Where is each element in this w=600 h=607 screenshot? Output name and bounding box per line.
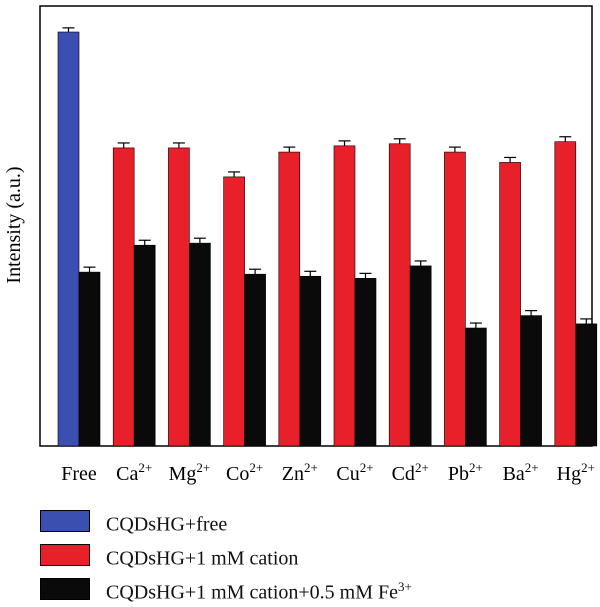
bar-cd-s1 bbox=[388, 143, 411, 447]
bar-cu-s1 bbox=[333, 145, 356, 447]
bar-mg-s1 bbox=[168, 147, 190, 447]
x-tick-label: Co2+ bbox=[226, 460, 263, 485]
bar-free-s2 bbox=[78, 271, 101, 447]
bar-ca-s2 bbox=[133, 244, 156, 447]
x-tick-labels: Free Ca2+ Mg2+ Co2+ Zn2+ Cu2+ Cd2+ Pb2+ Ba2+ Hg2+ bbox=[61, 460, 595, 485]
bar-free-s0 bbox=[57, 31, 80, 447]
x-tick-label: Zn2+ bbox=[282, 460, 318, 485]
bar-cu-s2 bbox=[354, 278, 377, 447]
bar-zn-s1 bbox=[278, 151, 301, 447]
x-tick-label: Free bbox=[61, 463, 97, 485]
bar-ba-s1 bbox=[499, 162, 521, 447]
legend-label: CQDsHG+free bbox=[106, 513, 228, 536]
bar-hg-s1 bbox=[554, 141, 577, 447]
bar-mg-s2 bbox=[189, 242, 211, 447]
y-axis-title: Intensity (a.u.) bbox=[3, 166, 25, 283]
bar-zn-s2 bbox=[299, 275, 322, 447]
bar-ba-s2 bbox=[520, 315, 542, 447]
x-tick-label: Cu2+ bbox=[336, 460, 373, 485]
legend-item-cation: CQDsHG+1 mM cation bbox=[40, 540, 560, 570]
legend-label: CQDsHG+1 mM cation bbox=[106, 547, 299, 570]
x-tick-label: Pb2+ bbox=[448, 460, 483, 485]
bar-cd-s2 bbox=[409, 265, 432, 447]
legend-swatch-red bbox=[40, 544, 90, 566]
bar-co-s2 bbox=[244, 273, 266, 447]
bar-co-s1 bbox=[223, 176, 245, 447]
x-tick-label: Mg2+ bbox=[169, 460, 211, 485]
x-tick-label: Ca2+ bbox=[116, 460, 152, 485]
x-tick-label: Cd2+ bbox=[392, 460, 429, 485]
legend-item-free: CQDsHG+free bbox=[40, 506, 560, 536]
legend-label: CQDsHG+1 mM cation+0.5 mM Fe3+ bbox=[106, 579, 412, 604]
x-tick-label: Hg2+ bbox=[557, 460, 595, 485]
x-tick-label: Ba2+ bbox=[503, 460, 539, 485]
bar-pb-s1 bbox=[444, 151, 466, 447]
legend-item-cation-fe: CQDsHG+1 mM cation+0.5 mM Fe3+ bbox=[40, 574, 560, 604]
chart-bars bbox=[57, 27, 598, 447]
bar-pb-s2 bbox=[465, 327, 487, 447]
legend-swatch-blue bbox=[40, 510, 90, 532]
legend-swatch-black bbox=[40, 578, 90, 600]
bar-chart: Free Ca2+ Mg2+ Co2+ Zn2+ Cu2+ Cd2+ Pb2+ Ba2+ Hg2+… bbox=[3, 5, 598, 485]
bar-hg-s2 bbox=[575, 323, 598, 447]
bar-ca-s1 bbox=[112, 147, 135, 447]
